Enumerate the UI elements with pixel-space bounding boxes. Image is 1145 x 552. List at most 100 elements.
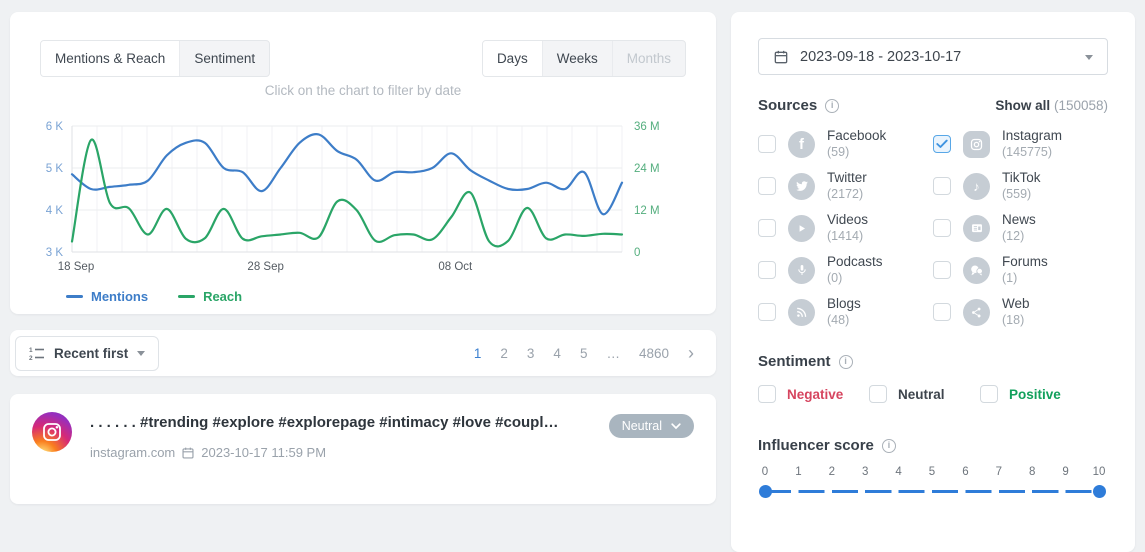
svg-text:1: 1 bbox=[29, 347, 33, 354]
sources-title: Sources bbox=[758, 97, 818, 114]
slider-tick-2: 2 bbox=[828, 466, 835, 478]
page-4[interactable]: 4 bbox=[553, 345, 561, 361]
info-icon[interactable]: i bbox=[825, 98, 840, 113]
tab-days[interactable]: Days bbox=[482, 41, 542, 76]
slider-handle-max[interactable] bbox=[1092, 485, 1106, 498]
chart-legend: Mentions Reach bbox=[66, 289, 242, 304]
mention-timestamp: 2023-10-17 11:59 PM bbox=[201, 445, 327, 460]
page-4860[interactable]: 4860 bbox=[638, 345, 669, 361]
source-label: Twitter bbox=[827, 169, 867, 185]
source-count: (0) bbox=[827, 270, 843, 285]
slider-tick-3: 3 bbox=[861, 466, 869, 478]
tiktok-icon: ♪ bbox=[963, 172, 990, 200]
source-tiktok: ♪ TikTok (559) bbox=[933, 170, 1108, 202]
tab-sentiment[interactable]: Sentiment bbox=[179, 41, 269, 76]
chart-hint: Click on the chart to filter by date bbox=[264, 83, 462, 98]
mention-card[interactable]: . . . . . . #trending #explore #explorep… bbox=[10, 394, 716, 504]
source-podcasts: Podcasts (0) bbox=[758, 254, 933, 286]
show-all-link[interactable]: Show all (150058) bbox=[995, 98, 1108, 113]
sentiment-badge[interactable]: Neutral bbox=[608, 414, 694, 438]
source-facebook: f Facebook (59) bbox=[758, 128, 933, 160]
page-5[interactable]: 5 bbox=[579, 345, 588, 361]
chevron-down-icon bbox=[1085, 54, 1093, 60]
sentiment-positive: Positive bbox=[980, 385, 1091, 403]
slider-tick-5: 5 bbox=[928, 466, 936, 478]
sentiment-badge-label: Neutral bbox=[621, 419, 662, 433]
tab-weeks[interactable]: Weeks bbox=[541, 41, 612, 76]
slider-handle-min[interactable] bbox=[758, 485, 772, 498]
influencer-score-slider[interactable]: 0 1 2 3 4 5 6 7 8 9 10 bbox=[758, 466, 1106, 502]
mentions-reach-chart[interactable]: 6 K 36 M 5 K 24 M 4 K 12 M 3 K 0 18 Sep 28 Sep 08 … bbox=[30, 116, 696, 278]
checkbox-neutral[interactable] bbox=[869, 385, 887, 403]
source-label: Instagram bbox=[1002, 127, 1063, 143]
slider-tick-6: 6 bbox=[962, 466, 969, 478]
page-2[interactable]: 2 bbox=[500, 345, 508, 361]
instagram-icon bbox=[963, 130, 990, 158]
page-1[interactable]: 1 bbox=[473, 345, 482, 361]
granularity-tabs: Days Weeks Months bbox=[481, 40, 686, 77]
svg-text:0: 0 bbox=[634, 247, 640, 259]
source-count: (145775) bbox=[1002, 144, 1053, 159]
date-range-select[interactable]: 2023-09-18 - 2023-10-17 bbox=[758, 38, 1108, 75]
checkbox-facebook[interactable] bbox=[758, 135, 776, 153]
source-count: (1) bbox=[1002, 270, 1018, 285]
source-label: Forums bbox=[1002, 253, 1048, 269]
source-videos: Videos (1414) bbox=[758, 212, 933, 244]
pagination: 1 2 3 4 5 … 4860 › bbox=[473, 343, 694, 363]
svg-text:6 K: 6 K bbox=[46, 121, 64, 133]
svg-text:3 K: 3 K bbox=[46, 247, 64, 259]
tab-mentions-reach[interactable]: Mentions & Reach bbox=[41, 41, 180, 76]
svg-text:18 Sep: 18 Sep bbox=[58, 261, 94, 273]
svg-text:5 K: 5 K bbox=[46, 163, 64, 175]
sources-total-count: (150058) bbox=[1053, 98, 1108, 113]
checkbox-blogs[interactable] bbox=[758, 303, 776, 321]
slider-tick-9: 9 bbox=[1062, 466, 1069, 478]
info-icon[interactable]: i bbox=[881, 438, 896, 453]
slider-track[interactable] bbox=[765, 490, 1099, 493]
source-twitter: Twitter (2172) bbox=[758, 170, 933, 202]
sentiment-label: Negative bbox=[787, 386, 844, 402]
checkbox-forums[interactable] bbox=[933, 261, 951, 279]
legend-mentions[interactable]: Mentions bbox=[66, 289, 148, 304]
influencer-score-title: Influencer score bbox=[758, 437, 874, 454]
source-count: (1414) bbox=[827, 228, 864, 243]
checkbox-instagram[interactable] bbox=[933, 135, 951, 153]
info-icon[interactable]: i bbox=[838, 354, 853, 369]
svg-text:12 M: 12 M bbox=[634, 205, 660, 217]
instagram-avatar bbox=[32, 412, 72, 452]
source-label: Videos bbox=[827, 211, 869, 227]
checkbox-web[interactable] bbox=[933, 303, 951, 321]
sort-order-label: Recent first bbox=[54, 345, 129, 361]
checkbox-negative[interactable] bbox=[758, 385, 776, 403]
slider-tick-0: 0 bbox=[761, 466, 769, 478]
checkbox-news[interactable] bbox=[933, 219, 951, 237]
svg-text:36 M: 36 M bbox=[634, 121, 660, 133]
mention-title[interactable]: . . . . . . #trending #explore #explorep… bbox=[90, 414, 559, 431]
next-page-icon[interactable]: › bbox=[688, 343, 694, 363]
checkbox-podcasts[interactable] bbox=[758, 261, 776, 279]
blogs-icon bbox=[788, 298, 815, 326]
date-range-value: 2023-09-18 - 2023-10-17 bbox=[800, 48, 962, 65]
svg-text:08 Oct: 08 Oct bbox=[438, 261, 473, 273]
slider-tick-7: 7 bbox=[995, 466, 1002, 478]
source-label: Podcasts bbox=[827, 253, 883, 269]
checkbox-videos[interactable] bbox=[758, 219, 776, 237]
checkbox-positive[interactable] bbox=[980, 385, 998, 403]
source-instagram: Instagram (145775) bbox=[933, 128, 1108, 160]
source-forums: Forums (1) bbox=[933, 254, 1108, 286]
legend-reach[interactable]: Reach bbox=[178, 289, 242, 304]
tab-months[interactable]: Months bbox=[611, 41, 685, 76]
page-3[interactable]: 3 bbox=[526, 345, 535, 361]
source-label: Blogs bbox=[827, 295, 861, 311]
sort-bar: 1 2 Recent first 1 2 3 4 5… 4860 › bbox=[10, 330, 716, 376]
checkbox-tiktok[interactable] bbox=[933, 177, 951, 195]
sentiment-label: Positive bbox=[1009, 386, 1061, 402]
checkbox-twitter[interactable] bbox=[758, 177, 776, 195]
sources-list: f Facebook (59) Instagram (145775) Twitt… bbox=[758, 128, 1108, 328]
web-icon bbox=[963, 298, 990, 326]
legend-swatch bbox=[66, 295, 83, 298]
mention-source[interactable]: instagram.com bbox=[90, 445, 176, 460]
sort-order-dropdown[interactable]: 1 2 Recent first bbox=[15, 335, 160, 371]
svg-text:4 K: 4 K bbox=[46, 205, 64, 217]
source-count: (48) bbox=[827, 312, 850, 327]
